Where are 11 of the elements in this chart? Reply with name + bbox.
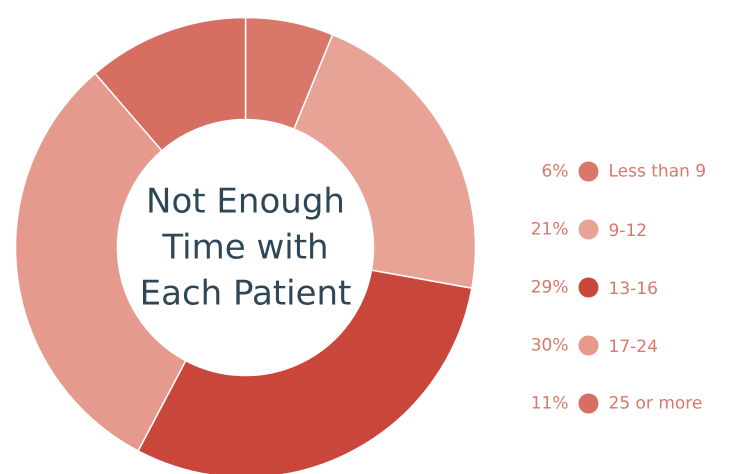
legend-label: 13-16 (608, 279, 658, 299)
data-label: 6% (542, 162, 569, 182)
data-label: 21% (530, 220, 569, 240)
data-label: 29% (530, 278, 569, 298)
data-label: 30% (530, 336, 569, 356)
data-label: 11% (530, 394, 569, 414)
text: Not Enough Time with Each Patient (140, 182, 352, 314)
legend-label: Less than 9 (608, 162, 706, 182)
legend-label: 9-12 (608, 221, 648, 241)
legend-label: 17-24 (608, 337, 658, 357)
legend-label: 25 or more (608, 394, 702, 414)
